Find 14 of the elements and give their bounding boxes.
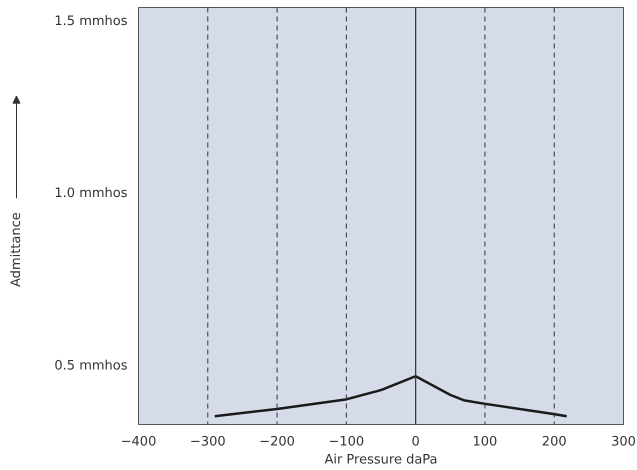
x-tick-label: −400 (120, 434, 156, 450)
x-tick-label: −100 (328, 434, 364, 450)
x-tick-label: −200 (259, 434, 295, 450)
y-tick-label: 1.5 mmhos (54, 14, 128, 29)
x-tick-label: 0 (412, 434, 420, 450)
x-tick-label: −300 (190, 434, 226, 450)
y-axis-title: Admittance (9, 212, 24, 287)
x-axis-title: Air Pressure daPa (324, 452, 438, 468)
y-tick-label: 0.5 mmhos (54, 358, 128, 374)
y-tick-label: 1.0 mmhos (54, 186, 128, 202)
line-series (213, 375, 568, 418)
x-tick-label: 200 (542, 434, 567, 450)
x-tick-label: 100 (472, 434, 498, 450)
x-tick-label: 300 (611, 434, 636, 450)
